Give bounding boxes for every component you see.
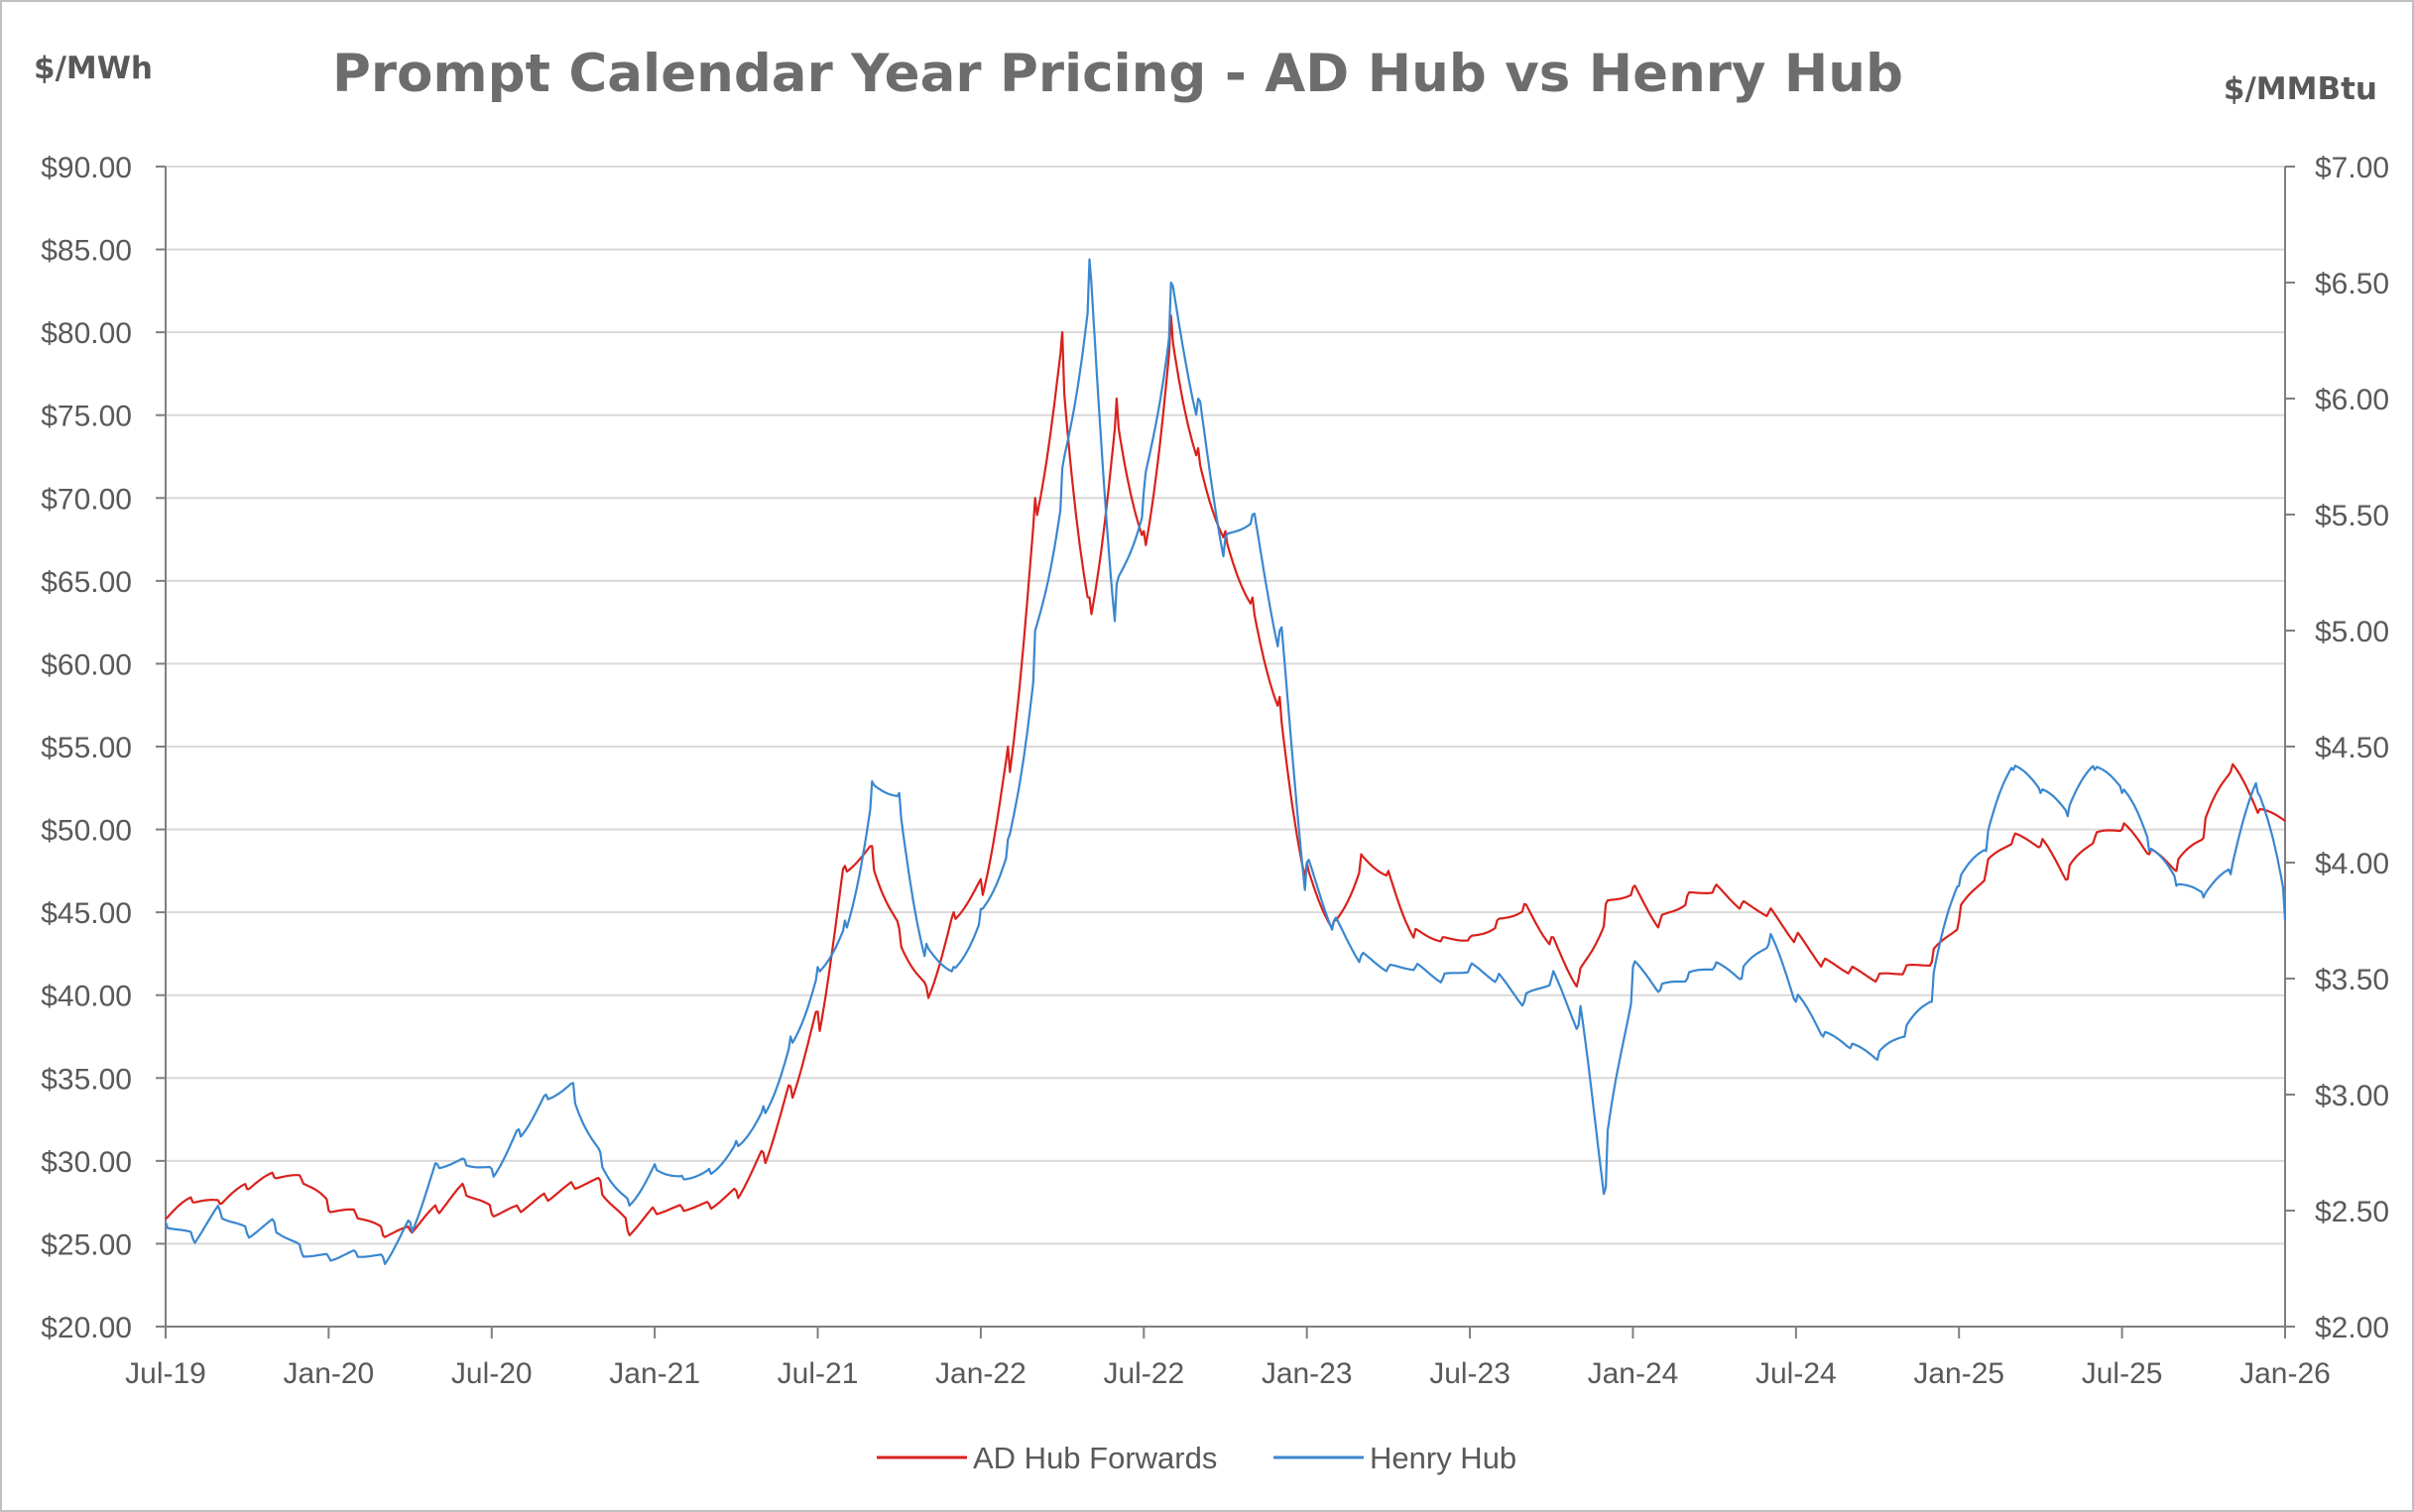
right-tick-label: $4.00 [2315,848,2389,880]
right-tick-label: $7.00 [2315,152,2389,184]
left-tick-label: $25.00 [41,1228,132,1261]
left-tick-label: $65.00 [41,566,132,599]
x-tick-label: Jul-25 [2082,1357,2163,1390]
left-tick-label: $70.00 [41,483,132,516]
legend-label-ad-hub-forwards: AD Hub Forwards [973,1441,1217,1475]
left-tick-label: $20.00 [41,1312,132,1344]
left-tick-label: $85.00 [41,235,132,268]
x-tick-label: Jan-23 [1262,1357,1353,1390]
left-tick-label: $80.00 [41,317,132,350]
left-tick-label: $45.00 [41,897,132,930]
x-tick-label: Jul-23 [1429,1357,1510,1390]
left-tick-label: $55.00 [41,732,132,764]
right-tick-label: $5.50 [2315,500,2389,532]
left-tick-label: $30.00 [41,1146,132,1179]
right-tick-label: $4.50 [2315,732,2389,764]
left-tick-label: $35.00 [41,1063,132,1096]
right-tick-label: $3.50 [2315,964,2389,996]
x-tick-label: Jan-25 [1913,1357,2004,1390]
right-tick-label: $5.00 [2315,616,2389,648]
left-axis-unit: $/MWh [34,51,153,86]
x-tick-label: Jan-26 [2239,1357,2331,1390]
right-axis-unit: $/MMBtu [2224,71,2377,107]
legend: AD Hub Forwards Henry Hub [877,1441,1516,1475]
series-line-ad-hub-forwards [165,314,2286,1238]
right-tick-label: $2.50 [2315,1196,2389,1228]
series-line-henry-hub [164,258,2287,1265]
x-tick-label: Jul-19 [125,1357,206,1390]
x-tick-label: Jan-20 [284,1357,375,1390]
series-lines [164,258,2287,1265]
left-tick-label: $40.00 [41,981,132,1013]
chart-title: Prompt Calendar Year Pricing - AD Hub vs… [332,44,1903,104]
left-tick-label: $50.00 [41,815,132,848]
right-tick-label: $2.00 [2315,1312,2389,1344]
axes: $20.00 $25.00 $30.00 $35.00 $40.00 $45.00 $50.… [41,152,2389,1390]
gridlines [166,166,2285,1245]
right-tick-label: $6.00 [2315,384,2389,416]
right-tick-label: $3.00 [2315,1080,2389,1112]
left-tick-label: $75.00 [41,401,132,433]
left-tick-label: $60.00 [41,648,132,681]
legend-label-henry-hub: Henry Hub [1370,1441,1516,1475]
x-tick-label: Jan-21 [609,1357,700,1390]
x-tick-label: Jul-20 [451,1357,533,1390]
x-tick-label: Jul-24 [1755,1357,1837,1390]
right-tick-label: $6.50 [2315,268,2389,300]
x-tick-label: Jul-22 [1103,1357,1184,1390]
x-tick-label: Jan-22 [935,1357,1026,1390]
x-tick-label: Jul-21 [778,1357,859,1390]
left-tick-label: $90.00 [41,152,132,184]
x-tick-label: Jan-24 [1588,1357,1679,1390]
